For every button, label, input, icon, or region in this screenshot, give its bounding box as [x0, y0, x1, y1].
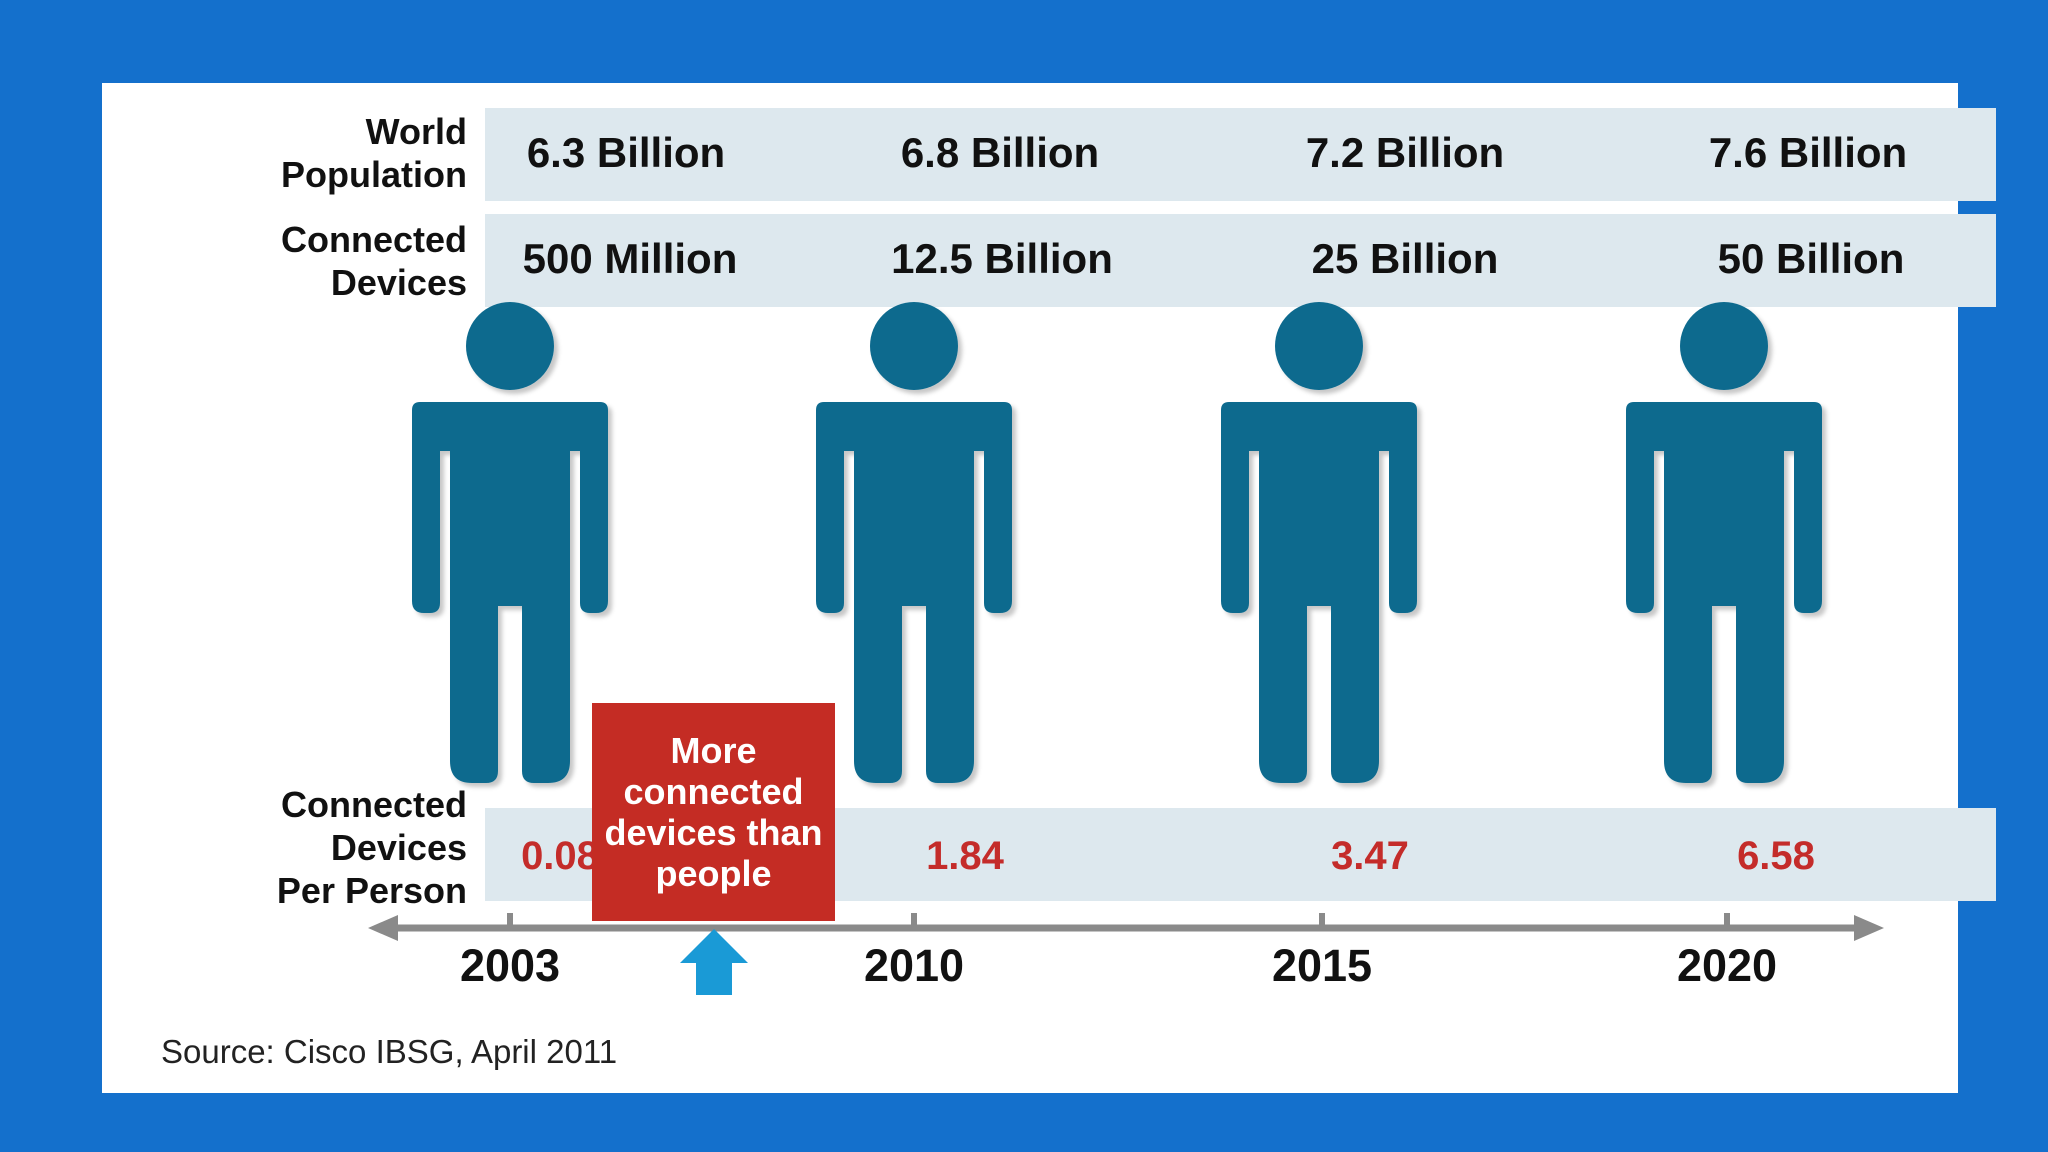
per-person-value-2015: 3.47: [1331, 834, 1409, 878]
per-person-label-line1: Connected: [280, 784, 467, 825]
callout-box: More connected devices than people: [592, 703, 835, 921]
devices-value-2003: 500 Million: [522, 235, 738, 282]
per-person-label: Connected Devices Per Person: [102, 783, 467, 912]
population-value-2015: 7.2 Billion: [1305, 129, 1505, 176]
person-icon-2015: [1221, 302, 1417, 783]
per-person-label-line2: Devices: [330, 827, 467, 868]
devices-value-2020: 50 Billion: [1717, 235, 1905, 282]
per-person-value-2010: 1.84: [926, 834, 1004, 878]
devices-label-line2: Devices: [330, 262, 467, 303]
year-label-2020: 2020: [1676, 940, 1778, 991]
infographic-card: World Population Connected Devices Conne…: [102, 83, 1996, 1093]
figures-and-axis: [368, 302, 1884, 995]
person-icon-2010: [816, 302, 1012, 783]
devices-value-2010: 12.5 Billion: [891, 235, 1113, 282]
source-note: Source: Cisco IBSG, April 2011: [161, 1033, 618, 1070]
per-person-label-line3: Per Person: [276, 870, 467, 911]
population-label: World Population: [102, 110, 467, 196]
population-value-2020: 7.6 Billion: [1708, 129, 1908, 176]
person-icon-2020: [1626, 302, 1822, 783]
devices-band: [485, 214, 1996, 307]
population-label-line2: Population: [281, 154, 467, 195]
timeline-left-arrow: [368, 915, 398, 941]
devices-label-line1: Connected: [280, 219, 467, 260]
population-band: [485, 108, 1996, 201]
up-arrow-icon: [680, 929, 748, 995]
per-person-value-2003: 0.08: [521, 834, 599, 878]
population-label-line1: World: [365, 111, 467, 152]
timeline-right-arrow: [1854, 915, 1884, 941]
population-value-2010: 6.8 Billion: [900, 129, 1100, 176]
devices-value-2015: 25 Billion: [1311, 235, 1499, 282]
year-label-2015: 2015: [1271, 940, 1373, 991]
year-label-2010: 2010: [863, 940, 965, 991]
devices-label: Connected Devices: [102, 218, 467, 304]
per-person-value-2020: 6.58: [1737, 834, 1815, 878]
population-value-2003: 6.3 Billion: [526, 129, 726, 176]
callout-text: More connected devices than people: [604, 730, 823, 894]
person-icon-2003: [412, 302, 608, 783]
year-label-2003: 2003: [459, 940, 561, 991]
